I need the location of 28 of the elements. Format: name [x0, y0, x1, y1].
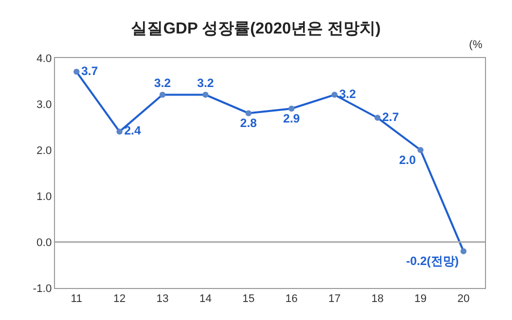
x-tick-label: 12	[113, 293, 126, 306]
x-tick-label: 14	[199, 293, 212, 306]
x-tick-label: 11	[70, 293, 82, 306]
x-tick-label: 16	[285, 293, 298, 306]
data-label: 3.2	[154, 76, 172, 90]
x-tick-label: 18	[371, 293, 384, 306]
x-tick-label: 19	[414, 293, 427, 306]
data-label: 3.7	[81, 64, 98, 78]
data-label: 2.7	[382, 110, 400, 124]
chart-title: 실질GDP 성장률(2020년은 전망치)	[131, 20, 381, 38]
text: (%	[469, 39, 483, 51]
data-label: 2.4	[124, 124, 142, 138]
data-label: 3.2	[339, 86, 356, 101]
x-tick-label: 15	[242, 293, 255, 306]
x-tick-label: 17	[328, 293, 341, 306]
y-tick-label: 0.0	[36, 236, 52, 249]
y-tick-label: 4.0	[36, 52, 52, 65]
y-tick-label: 1.0	[36, 190, 52, 203]
data-label: 2.9	[283, 111, 300, 126]
y-tick-label: 3.0	[36, 98, 52, 111]
data-label: 2.0	[399, 152, 416, 167]
data-label: 2.8	[240, 116, 258, 130]
y-tick-label: 2.0	[36, 144, 52, 157]
x-tick-label: 20	[457, 293, 470, 306]
data-label: -0.2(전망)	[406, 254, 459, 268]
data-label: 3.2	[197, 76, 214, 90]
y-tick-label: -1.0	[32, 282, 52, 295]
x-tick-label: 13	[156, 293, 169, 306]
